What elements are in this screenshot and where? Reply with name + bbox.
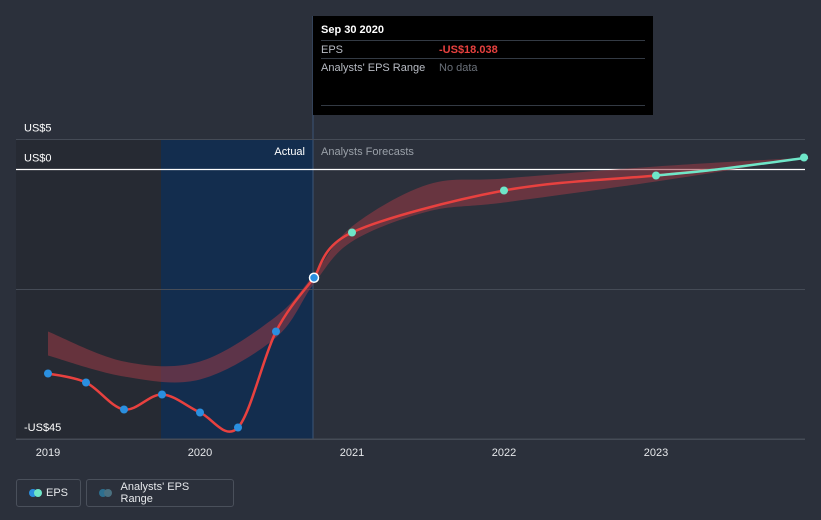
y-tick-label: US$5 bbox=[24, 123, 52, 135]
range-legend-icon bbox=[99, 489, 113, 497]
x-tick-label: 2023 bbox=[644, 447, 668, 459]
x-tick-label: 2019 bbox=[36, 447, 60, 459]
forecast-point bbox=[348, 228, 356, 237]
y-tick-label: -US$45 bbox=[24, 422, 61, 434]
tooltip-range-value: No data bbox=[439, 61, 478, 74]
y-tick-label: US$0 bbox=[24, 153, 52, 165]
actual-label: Actual bbox=[274, 146, 305, 158]
tooltip-row-range: Analysts' EPS Range No data bbox=[321, 58, 645, 76]
eps-point bbox=[120, 405, 128, 414]
eps-point bbox=[308, 272, 320, 283]
forecast-label: Analysts Forecasts bbox=[321, 146, 414, 158]
forecast-point bbox=[800, 153, 808, 162]
forecast-point bbox=[652, 171, 660, 180]
eps-range-band bbox=[48, 157, 808, 383]
tooltip-row-eps: EPS -US$18.038 bbox=[321, 40, 645, 58]
x-tick-label: 2022 bbox=[492, 447, 516, 459]
eps-point bbox=[44, 369, 52, 378]
eps-point bbox=[196, 408, 204, 417]
legend-range-label: Analysts' EPS Range bbox=[120, 481, 190, 505]
tooltip-divider bbox=[321, 105, 645, 106]
eps-point bbox=[234, 423, 242, 432]
tooltip-eps-value: -US$18.038 bbox=[439, 43, 498, 56]
forecast-line-positive bbox=[655, 156, 809, 177]
x-tick-label: 2020 bbox=[188, 447, 212, 459]
legend-eps-range[interactable]: Analysts' EPS Range bbox=[86, 479, 234, 507]
tooltip-eps-label: EPS bbox=[321, 43, 344, 56]
axis-labels: US$5 US$0 -US$45 2019 2020 2021 2022 2023 Actual… bbox=[24, 123, 668, 460]
eps-point bbox=[82, 378, 90, 387]
tooltip-range-label: Analysts' EPS Range bbox=[321, 61, 426, 74]
eps-point bbox=[272, 327, 280, 336]
x-tick-label: 2021 bbox=[340, 447, 364, 459]
legend-eps-label: EPS bbox=[45, 487, 68, 499]
tooltip-date: Sep 30 2020 bbox=[321, 24, 384, 36]
legend-eps[interactable]: EPS bbox=[16, 479, 81, 507]
eps-point bbox=[158, 390, 166, 399]
forecast-point bbox=[500, 186, 508, 195]
data-points bbox=[44, 153, 808, 432]
eps-legend-icon bbox=[29, 489, 42, 497]
hover-tooltip: Sep 30 2020 EPS -US$18.038 Analysts' EPS… bbox=[313, 16, 653, 115]
